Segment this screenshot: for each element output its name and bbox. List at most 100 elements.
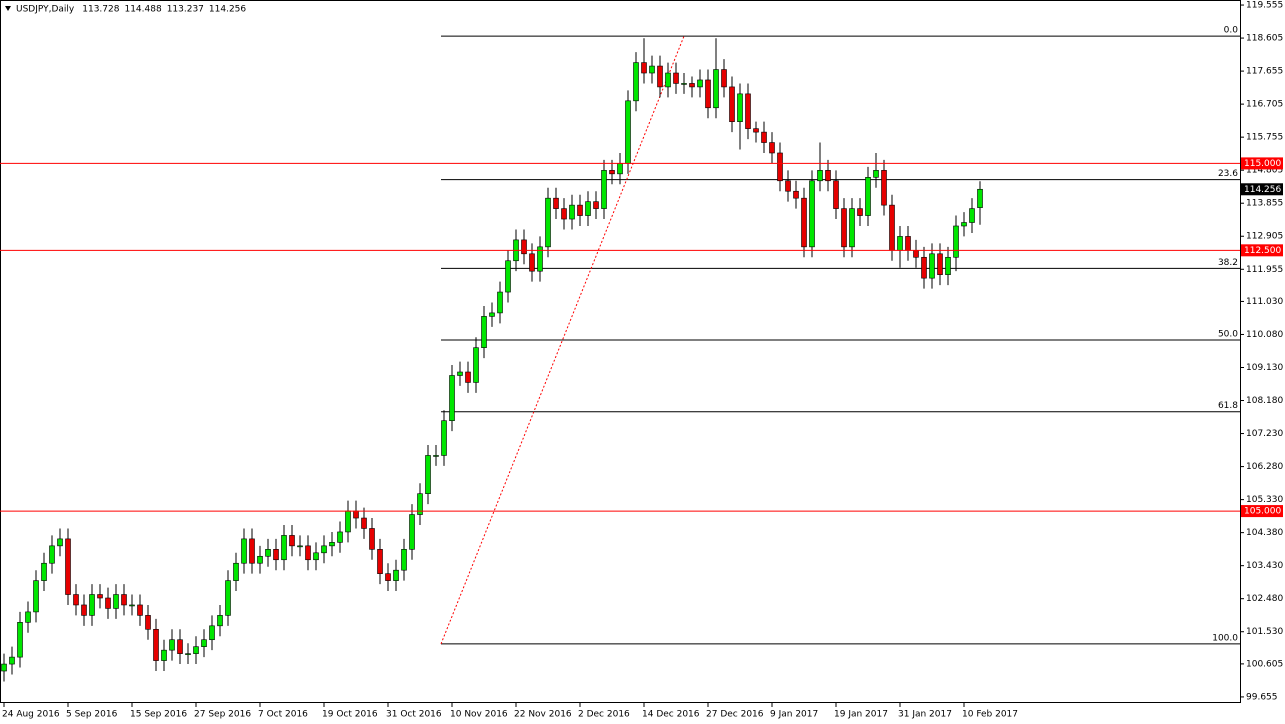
candle-body: [41, 562, 47, 581]
candle-body: [137, 604, 143, 616]
candle-body: [913, 250, 919, 258]
x-tick-label: 31 Oct 2016: [386, 710, 442, 720]
y-tick-label: 118.605: [1246, 34, 1283, 44]
candle-body: [777, 152, 783, 182]
candle-body: [953, 225, 959, 258]
candle-body: [625, 100, 631, 164]
x-tick-label: 31 Jan 2017: [898, 710, 952, 720]
h-line-label: 105.000: [1244, 507, 1281, 517]
candle-body: [393, 569, 399, 581]
candle-body: [705, 79, 711, 109]
candle-body: [553, 197, 559, 209]
candle-body: [1, 663, 7, 672]
candle-body: [33, 580, 39, 613]
candle-body: [889, 204, 895, 251]
candle-body: [209, 625, 215, 641]
candle-body: [185, 653, 191, 655]
x-tick-label: 10 Nov 2016: [450, 710, 508, 720]
y-tick-label: 104.380: [1246, 528, 1283, 538]
candle-body: [585, 201, 591, 216]
candle-body: [249, 538, 255, 564]
candle-body: [161, 649, 167, 661]
candle-body: [969, 208, 975, 223]
y-tick-label: 115.755: [1246, 133, 1283, 143]
candle-body: [9, 656, 15, 665]
candle-body: [753, 128, 759, 133]
y-tick-label: 100.605: [1246, 659, 1283, 669]
candle-body: [345, 510, 351, 533]
candle-body: [241, 538, 247, 564]
h-line-tag: [1241, 244, 1283, 257]
candle-body: [881, 170, 887, 206]
candle-body: [193, 646, 199, 654]
x-tick-label: 9 Jan 2017: [770, 710, 818, 720]
candle-body: [297, 545, 303, 548]
candle-body: [417, 493, 423, 515]
y-tick-label: 111.030: [1246, 297, 1283, 307]
y-tick-label: 105.330: [1246, 495, 1283, 505]
candle-body: [433, 455, 439, 457]
candle-body: [937, 253, 943, 275]
candle-body: [825, 170, 831, 182]
candle-body: [321, 545, 327, 554]
y-tick-label: 117.655: [1246, 67, 1283, 77]
candle-body: [577, 204, 583, 216]
candle-body: [689, 83, 695, 88]
y-tick-label: 101.530: [1246, 627, 1283, 637]
x-tick-label: 27 Sep 2016: [194, 710, 251, 720]
candle-body: [369, 528, 375, 550]
candle-body: [769, 142, 775, 154]
candle-body: [145, 615, 151, 630]
candle-body: [609, 170, 615, 175]
candle-body: [257, 555, 263, 564]
candle-body: [833, 180, 839, 209]
h-line-tag: [1241, 505, 1283, 518]
candle-body: [121, 594, 127, 606]
candle-body: [929, 253, 935, 279]
candle-body: [89, 594, 95, 616]
candle-body: [489, 312, 495, 317]
candle-body: [129, 604, 135, 607]
fib-label: 23.6: [1218, 169, 1238, 179]
candle-body: [745, 93, 751, 129]
candle-body: [809, 180, 815, 248]
candle-body: [545, 197, 551, 248]
candle-body: [361, 517, 367, 529]
candle-body: [601, 170, 607, 209]
y-tick-label: 106.280: [1246, 462, 1283, 472]
candle-body: [713, 69, 719, 109]
candle-body: [849, 208, 855, 248]
candle-body: [481, 316, 487, 348]
y-tick-label: 119.555: [1246, 1, 1283, 11]
y-tick-label: 110.080: [1246, 330, 1283, 340]
header-value: 113.237: [167, 5, 204, 15]
y-tick-label: 116.705: [1246, 100, 1283, 110]
candle-body: [153, 628, 159, 661]
y-tick-label: 111.955: [1246, 265, 1283, 275]
candle-body: [537, 246, 543, 272]
candle-body: [665, 72, 671, 88]
x-tick-label: 27 Dec 2016: [706, 710, 764, 720]
candle-body: [857, 208, 863, 216]
candle-body: [233, 562, 239, 581]
candle-body: [337, 531, 343, 543]
candle-body: [737, 93, 743, 122]
candle-body: [721, 69, 727, 88]
candle-body: [201, 639, 207, 647]
candle-body: [409, 514, 415, 550]
h-line-label: 115.000: [1244, 159, 1281, 169]
candle-body: [457, 371, 463, 376]
candle-body: [817, 170, 823, 182]
x-tick-label: 15 Sep 2016: [130, 710, 187, 720]
candle-body: [633, 62, 639, 102]
candle-body: [529, 253, 535, 272]
candle-body: [217, 615, 223, 627]
candle-body: [81, 604, 87, 616]
candle-body: [97, 594, 103, 599]
candle-body: [465, 371, 471, 383]
candle-body: [265, 549, 271, 557]
header-value: 113.728: [82, 5, 119, 15]
y-tick-label: 103.430: [1246, 561, 1283, 571]
candle-body: [697, 79, 703, 88]
